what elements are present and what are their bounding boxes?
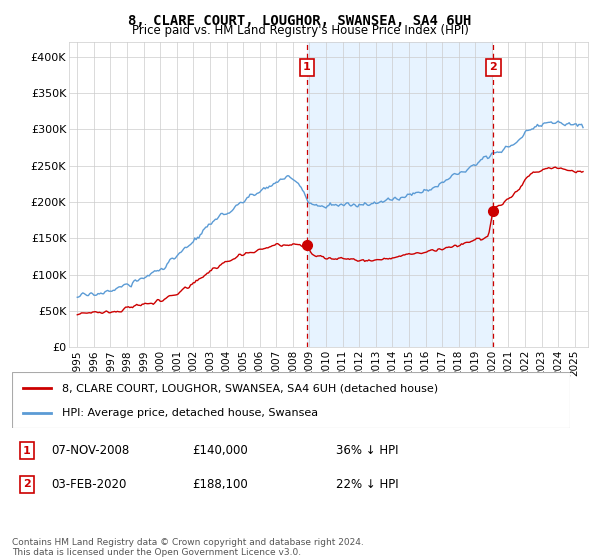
Text: 1: 1: [23, 446, 31, 456]
Text: 22% ↓ HPI: 22% ↓ HPI: [336, 478, 398, 491]
Text: Contains HM Land Registry data © Crown copyright and database right 2024.
This d: Contains HM Land Registry data © Crown c…: [12, 538, 364, 557]
Text: 03-FEB-2020: 03-FEB-2020: [51, 478, 127, 491]
Text: 8, CLARE COURT, LOUGHOR, SWANSEA, SA4 6UH: 8, CLARE COURT, LOUGHOR, SWANSEA, SA4 6U…: [128, 14, 472, 28]
Bar: [307, 42, 493, 347]
FancyBboxPatch shape: [12, 372, 570, 428]
Text: £140,000: £140,000: [192, 444, 248, 458]
Text: 07-NOV-2008: 07-NOV-2008: [51, 444, 129, 458]
Text: 8, CLARE COURT, LOUGHOR, SWANSEA, SA4 6UH (detached house): 8, CLARE COURT, LOUGHOR, SWANSEA, SA4 6U…: [62, 383, 439, 393]
Text: HPI: Average price, detached house, Swansea: HPI: Average price, detached house, Swan…: [62, 408, 319, 418]
Text: 1: 1: [303, 62, 311, 72]
Text: 2: 2: [23, 479, 31, 489]
Text: £188,100: £188,100: [192, 478, 248, 491]
Text: Price paid vs. HM Land Registry's House Price Index (HPI): Price paid vs. HM Land Registry's House …: [131, 24, 469, 37]
Text: 36% ↓ HPI: 36% ↓ HPI: [336, 444, 398, 458]
Text: 2: 2: [490, 62, 497, 72]
